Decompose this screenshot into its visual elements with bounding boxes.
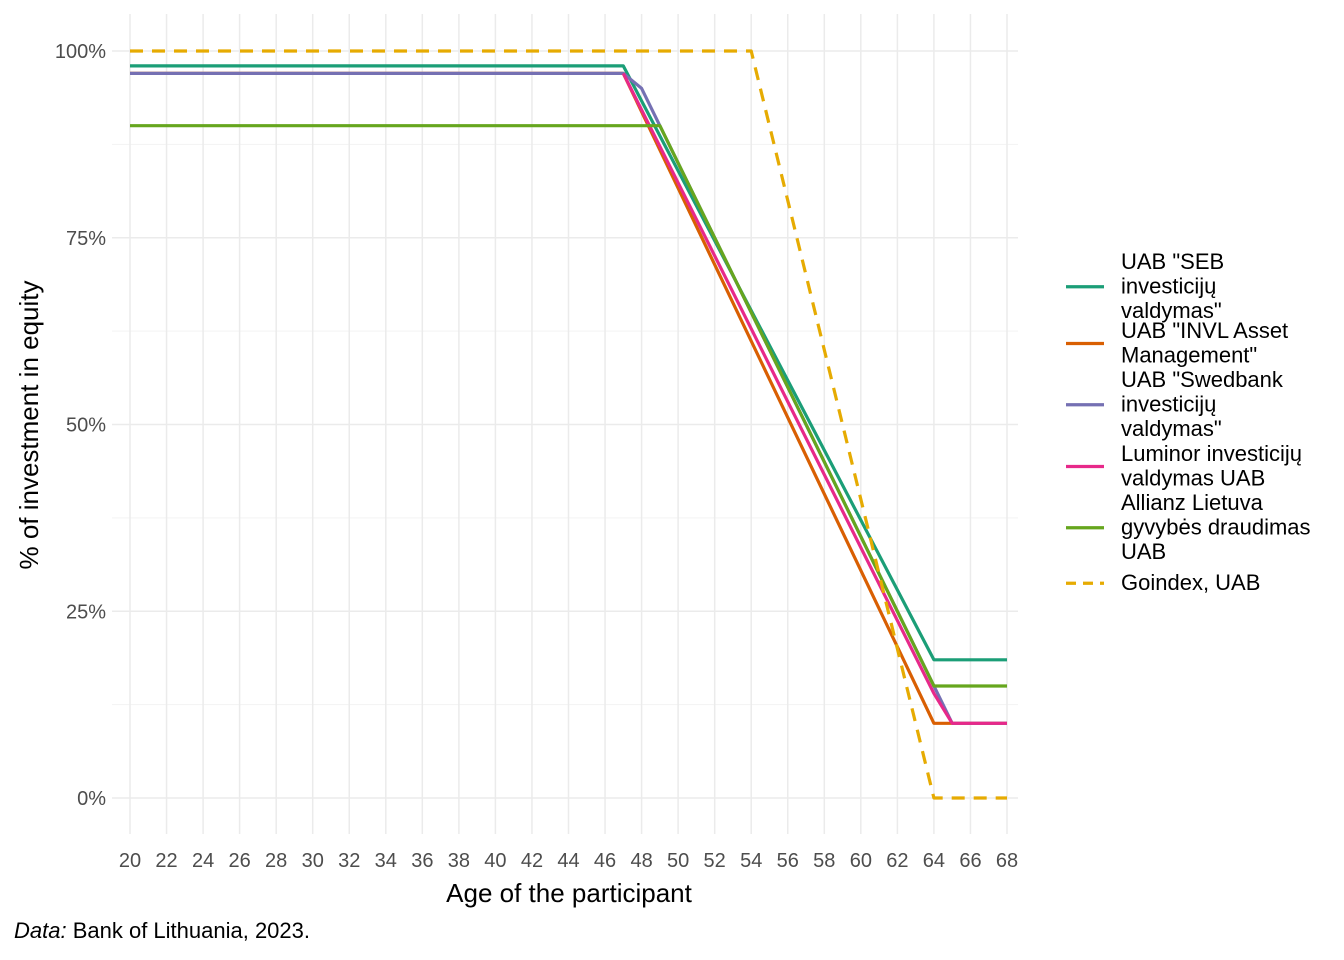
x-tick-label: 62 (886, 850, 908, 872)
legend-label: UAB "SEB (1121, 249, 1224, 274)
x-tick-label: 60 (850, 850, 872, 872)
legend-label: UAB "Swedbank (1121, 367, 1284, 392)
series-layer (130, 49, 1007, 800)
legend-label: Luminor investicijų (1121, 441, 1302, 466)
x-tick-label: 38 (448, 850, 470, 872)
x-tick-label: 56 (777, 850, 799, 872)
x-tick-label: 34 (375, 850, 397, 872)
x-tick-label: 26 (229, 850, 251, 872)
legend-label: Goindex, UAB (1121, 570, 1260, 595)
y-tick-label: 75% (66, 228, 106, 250)
x-tick-label: 32 (338, 850, 360, 872)
x-tick-label: 52 (704, 850, 726, 872)
x-tick-label: 20 (119, 850, 141, 872)
grid-major (112, 14, 1018, 834)
data-source-caption: Data: Bank of Lithuania, 2023. (14, 918, 310, 944)
legend-label: investicijų (1121, 392, 1216, 417)
x-tick-label: 22 (155, 850, 177, 872)
legend-label: valdymas" (1121, 416, 1222, 441)
x-tick-label: 36 (411, 850, 433, 872)
y-axis-ticks: 0% 25% 50% 75% 100% (55, 41, 106, 810)
x-axis-ticks: 20 22 24 26 28 30 32 34 36 38 40 42 44 46 48 50 52 54 56 58… (119, 850, 1018, 872)
legend-label: gyvybės draudimas (1121, 515, 1311, 540)
y-tick-label: 100% (55, 41, 106, 63)
caption-text: Bank of Lithuania, 2023. (66, 918, 311, 943)
x-tick-label: 64 (923, 850, 945, 872)
legend-label: investicijų (1121, 274, 1216, 299)
y-tick-label: 50% (66, 415, 106, 437)
series-line-3 (621, 72, 1007, 725)
legend-label: valdymas" (1121, 298, 1222, 323)
x-tick-label: 58 (813, 850, 835, 872)
x-tick-label: 44 (557, 850, 579, 872)
legend-label: Allianz Lietuva (1121, 490, 1264, 515)
y-tick-label: 25% (66, 601, 106, 623)
x-tick-label: 66 (959, 850, 981, 872)
x-axis-title: Age of the participant (446, 878, 692, 908)
x-tick-label: 42 (521, 850, 543, 872)
series-line-4 (130, 124, 1007, 688)
legend-label: valdymas UAB (1121, 466, 1265, 491)
series-line-0 (130, 64, 1007, 662)
x-tick-label: 24 (192, 850, 214, 872)
series-line-5 (130, 49, 1007, 800)
legend-label: UAB "INVL Asset (1121, 318, 1288, 343)
x-tick-label: 48 (630, 850, 652, 872)
y-axis-title: % of investment in equity (14, 280, 44, 569)
x-tick-label: 46 (594, 850, 616, 872)
x-tick-label: 54 (740, 850, 762, 872)
legend-label: Management" (1121, 343, 1257, 368)
y-tick-label: 0% (77, 788, 106, 810)
x-tick-label: 68 (996, 850, 1018, 872)
caption-label: Data: (14, 918, 67, 943)
x-tick-label: 30 (302, 850, 324, 872)
x-tick-label: 50 (667, 850, 689, 872)
legend-label: UAB (1121, 539, 1166, 564)
x-tick-label: 40 (484, 850, 506, 872)
x-tick-label: 28 (265, 850, 287, 872)
